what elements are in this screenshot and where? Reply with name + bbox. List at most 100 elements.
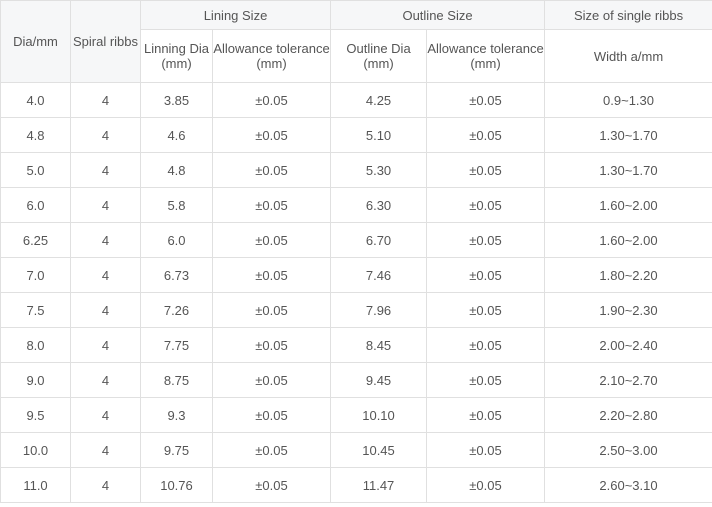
cell-dia: 4.8: [1, 118, 71, 153]
cell-dia: 6.0: [1, 188, 71, 223]
cell-out_d: 8.45: [331, 328, 427, 363]
table-row: 8.047.75±0.058.45±0.052.00~2.40: [1, 328, 712, 363]
cell-spiral: 4: [71, 328, 141, 363]
cell-dia: 10.0: [1, 433, 71, 468]
cell-out_d: 10.10: [331, 398, 427, 433]
cell-lin_t: ±0.05: [213, 293, 331, 328]
cell-width: 1.90~2.30: [545, 293, 712, 328]
col-header-outline-tol: Allowance tolerance (mm): [427, 30, 545, 83]
cell-lin_t: ±0.05: [213, 188, 331, 223]
table-row: 4.844.6±0.055.10±0.051.30~1.70: [1, 118, 712, 153]
cell-out_t: ±0.05: [427, 468, 545, 503]
col-header-linning-dia: Linning Dia (mm): [141, 30, 213, 83]
cell-spiral: 4: [71, 293, 141, 328]
cell-out_t: ±0.05: [427, 398, 545, 433]
cell-out_d: 11.47: [331, 468, 427, 503]
cell-out_d: 5.30: [331, 153, 427, 188]
cell-out_d: 7.96: [331, 293, 427, 328]
cell-out_t: ±0.05: [427, 223, 545, 258]
cell-lin_t: ±0.05: [213, 433, 331, 468]
cell-lin_t: ±0.05: [213, 468, 331, 503]
cell-out_d: 10.45: [331, 433, 427, 468]
table-row: 4.043.85±0.054.25±0.050.9~1.30: [1, 83, 712, 118]
cell-out_t: ±0.05: [427, 153, 545, 188]
col-header-spiral: Spiral ribbs: [71, 1, 141, 83]
cell-width: 2.50~3.00: [545, 433, 712, 468]
table-row: 7.547.26±0.057.96±0.051.90~2.30: [1, 293, 712, 328]
col-header-dia: Dia/mm: [1, 1, 71, 83]
cell-out_t: ±0.05: [427, 258, 545, 293]
cell-width: 2.60~3.10: [545, 468, 712, 503]
header-row-groups: Dia/mm Spiral ribbs Lining Size Outline …: [1, 1, 712, 30]
cell-dia: 7.0: [1, 258, 71, 293]
cell-spiral: 4: [71, 363, 141, 398]
cell-width: 2.10~2.70: [545, 363, 712, 398]
cell-lin_d: 4.6: [141, 118, 213, 153]
cell-out_t: ±0.05: [427, 433, 545, 468]
cell-width: 1.60~2.00: [545, 223, 712, 258]
cell-out_d: 4.25: [331, 83, 427, 118]
table-row: 9.048.75±0.059.45±0.052.10~2.70: [1, 363, 712, 398]
spec-table: Dia/mm Spiral ribbs Lining Size Outline …: [0, 0, 712, 503]
cell-lin_t: ±0.05: [213, 328, 331, 363]
cell-dia: 11.0: [1, 468, 71, 503]
cell-width: 0.9~1.30: [545, 83, 712, 118]
table-header: Dia/mm Spiral ribbs Lining Size Outline …: [1, 1, 712, 83]
cell-out_d: 6.70: [331, 223, 427, 258]
cell-lin_t: ±0.05: [213, 258, 331, 293]
cell-spiral: 4: [71, 223, 141, 258]
cell-spiral: 4: [71, 433, 141, 468]
cell-lin_d: 6.73: [141, 258, 213, 293]
cell-lin_t: ±0.05: [213, 153, 331, 188]
cell-dia: 7.5: [1, 293, 71, 328]
col-header-lining-tol: Allowance tolerance (mm): [213, 30, 331, 83]
cell-out_d: 7.46: [331, 258, 427, 293]
col-header-width: Width a/mm: [545, 30, 712, 83]
cell-lin_d: 5.8: [141, 188, 213, 223]
cell-out_t: ±0.05: [427, 363, 545, 398]
cell-lin_t: ±0.05: [213, 118, 331, 153]
cell-dia: 5.0: [1, 153, 71, 188]
cell-lin_d: 4.8: [141, 153, 213, 188]
cell-dia: 9.5: [1, 398, 71, 433]
cell-out_t: ±0.05: [427, 118, 545, 153]
cell-lin_t: ±0.05: [213, 83, 331, 118]
table-row: 7.046.73±0.057.46±0.051.80~2.20: [1, 258, 712, 293]
cell-spiral: 4: [71, 258, 141, 293]
cell-lin_d: 9.3: [141, 398, 213, 433]
table-row: 5.044.8±0.055.30±0.051.30~1.70: [1, 153, 712, 188]
table-row: 10.049.75±0.0510.45±0.052.50~3.00: [1, 433, 712, 468]
cell-dia: 6.25: [1, 223, 71, 258]
cell-out_t: ±0.05: [427, 293, 545, 328]
cell-spiral: 4: [71, 83, 141, 118]
cell-lin_d: 7.75: [141, 328, 213, 363]
cell-out_d: 6.30: [331, 188, 427, 223]
table-body: 4.043.85±0.054.25±0.050.9~1.304.844.6±0.…: [1, 83, 712, 503]
cell-lin_t: ±0.05: [213, 398, 331, 433]
table-row: 11.0410.76±0.0511.47±0.052.60~3.10: [1, 468, 712, 503]
cell-lin_t: ±0.05: [213, 363, 331, 398]
cell-spiral: 4: [71, 153, 141, 188]
cell-lin_d: 10.76: [141, 468, 213, 503]
cell-width: 2.20~2.80: [545, 398, 712, 433]
cell-lin_t: ±0.05: [213, 223, 331, 258]
cell-lin_d: 8.75: [141, 363, 213, 398]
cell-spiral: 4: [71, 468, 141, 503]
cell-width: 2.00~2.40: [545, 328, 712, 363]
cell-lin_d: 6.0: [141, 223, 213, 258]
cell-spiral: 4: [71, 188, 141, 223]
table-row: 6.2546.0±0.056.70±0.051.60~2.00: [1, 223, 712, 258]
cell-lin_d: 9.75: [141, 433, 213, 468]
cell-lin_d: 3.85: [141, 83, 213, 118]
cell-out_t: ±0.05: [427, 328, 545, 363]
cell-width: 1.60~2.00: [545, 188, 712, 223]
cell-width: 1.80~2.20: [545, 258, 712, 293]
cell-out_t: ±0.05: [427, 188, 545, 223]
cell-dia: 9.0: [1, 363, 71, 398]
cell-dia: 8.0: [1, 328, 71, 363]
cell-spiral: 4: [71, 398, 141, 433]
cell-out_d: 9.45: [331, 363, 427, 398]
col-group-ribbs: Size of single ribbs: [545, 1, 712, 30]
col-header-outline-dia: Outline Dia (mm): [331, 30, 427, 83]
table-row: 6.045.8±0.056.30±0.051.60~2.00: [1, 188, 712, 223]
